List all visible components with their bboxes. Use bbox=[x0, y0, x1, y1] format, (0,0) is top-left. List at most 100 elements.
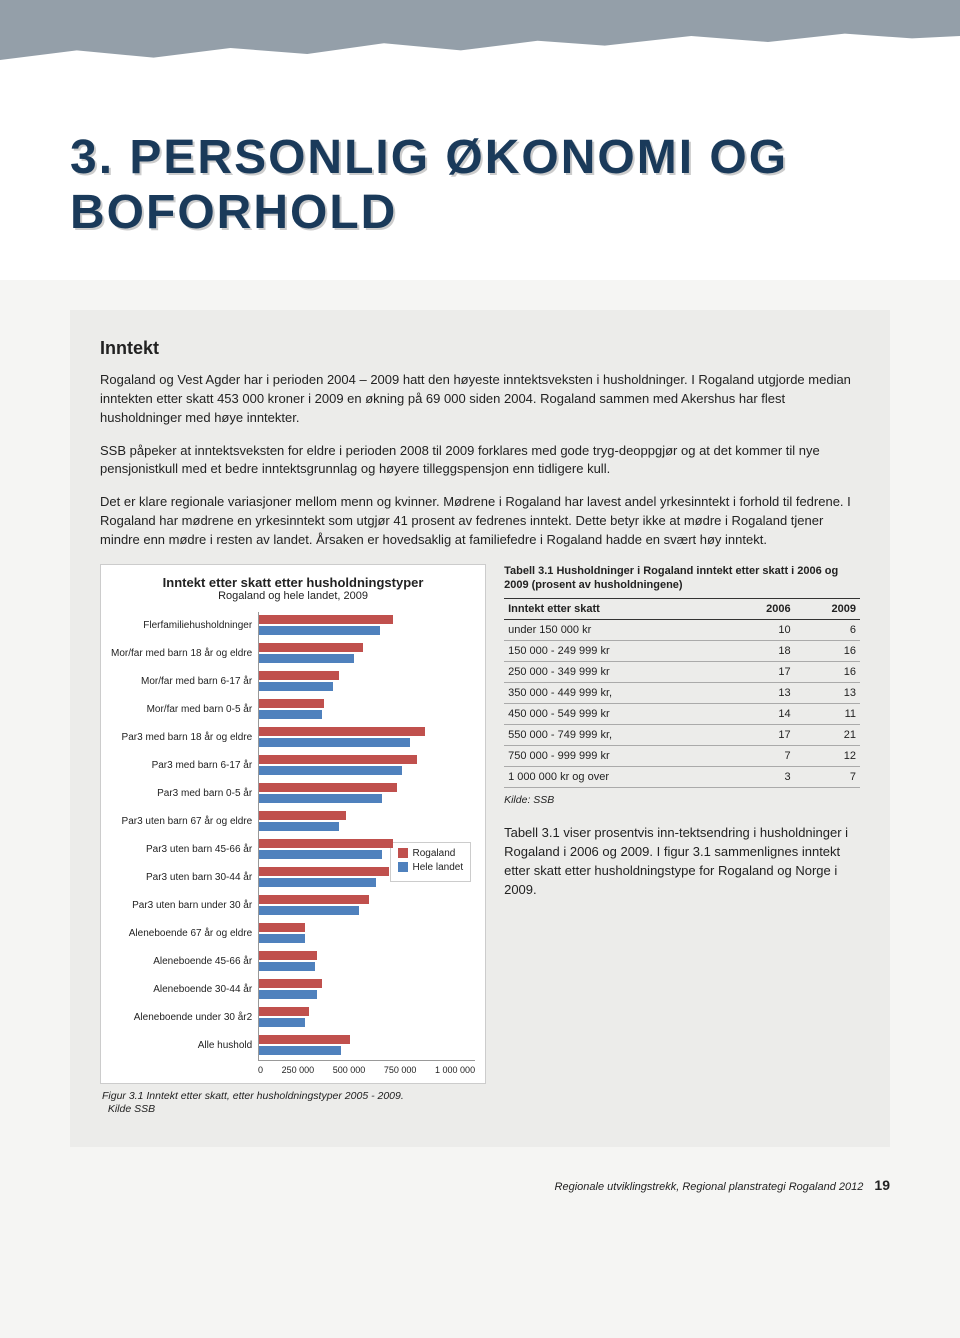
bar-hele-landet bbox=[259, 738, 410, 747]
paragraph-3: Det er klare regionale variasjoner mello… bbox=[100, 493, 860, 550]
bar-hele-landet bbox=[259, 766, 401, 775]
chart-bar-row bbox=[259, 752, 475, 780]
title-line-1: 3. PERSONLIG ØKONOMI OG bbox=[70, 131, 788, 184]
chart-bar-row bbox=[259, 724, 475, 752]
chart-category-label: Mor/far med barn 6-17 år bbox=[111, 668, 252, 696]
bar-hele-landet bbox=[259, 990, 317, 999]
table-cell: 10 bbox=[729, 620, 794, 641]
table-row: 250 000 - 349 999 kr1716 bbox=[504, 662, 860, 683]
chart-category-label: Aleneboende under 30 år2 bbox=[111, 1004, 252, 1032]
table-title: Tabell 3.1 Husholdninger i Rogaland innt… bbox=[504, 564, 860, 593]
table-cell: 16 bbox=[795, 662, 860, 683]
chart-category-label: Par3 uten barn 45-66 år bbox=[111, 836, 252, 864]
table-cell: 3 bbox=[729, 767, 794, 788]
chart-category-label: Par3 uten barn 30-44 år bbox=[111, 864, 252, 892]
footer-text: Regionale utviklingstrekk, Regional plan… bbox=[555, 1181, 864, 1193]
x-axis-tick: 250 000 bbox=[282, 1065, 315, 1075]
chart-bar-row bbox=[259, 808, 475, 836]
bar-hele-landet bbox=[259, 1046, 341, 1055]
table-cell: 11 bbox=[795, 704, 860, 725]
page-title: 3. PERSONLIG ØKONOMI OG BOFORHOLD bbox=[70, 130, 788, 240]
bar-rogaland bbox=[259, 615, 393, 624]
table-cell: 750 000 - 999 999 kr bbox=[504, 746, 729, 767]
bar-hele-landet bbox=[259, 654, 354, 663]
table-row: under 150 000 kr106 bbox=[504, 620, 860, 641]
chart-category-label: Par3 med barn 6-17 år bbox=[111, 752, 252, 780]
table-row: 1 000 000 kr og over37 bbox=[504, 767, 860, 788]
table-row: 750 000 - 999 999 kr712 bbox=[504, 746, 860, 767]
table-cell: 17 bbox=[729, 662, 794, 683]
table-cell: 7 bbox=[729, 746, 794, 767]
figure-caption-text: Figur 3.1 Inntekt etter skatt, etter hus… bbox=[102, 1090, 404, 1102]
bar-rogaland bbox=[259, 979, 322, 988]
bar-hele-landet bbox=[259, 850, 382, 859]
table-row: 450 000 - 549 999 kr1411 bbox=[504, 704, 860, 725]
table-cell: 21 bbox=[795, 725, 860, 746]
table-cell: under 150 000 kr bbox=[504, 620, 729, 641]
table-cell: 550 000 - 749 999 kr, bbox=[504, 725, 729, 746]
bar-hele-landet bbox=[259, 934, 304, 943]
chart-category-label: Par3 uten barn 67 år og eldre bbox=[111, 808, 252, 836]
table-cell: 13 bbox=[795, 683, 860, 704]
bar-hele-landet bbox=[259, 710, 322, 719]
table-source: Kilde: SSB bbox=[504, 794, 860, 806]
chart-bar-row bbox=[259, 836, 475, 864]
table-col-1: 2006 bbox=[729, 599, 794, 620]
bar-hele-landet bbox=[259, 906, 358, 915]
table-col-2: 2009 bbox=[795, 599, 860, 620]
title-line-2: BOFORHOLD bbox=[70, 186, 397, 239]
page-number: 19 bbox=[874, 1177, 890, 1193]
chart-category-label: Par3 uten barn under 30 år bbox=[111, 892, 252, 920]
table-cell: 16 bbox=[795, 641, 860, 662]
x-axis-tick: 1 000 000 bbox=[435, 1065, 475, 1075]
bar-rogaland bbox=[259, 1007, 309, 1016]
chart-bar-row bbox=[259, 696, 475, 724]
bar-hele-landet bbox=[259, 682, 332, 691]
chart-bar-row bbox=[259, 1004, 475, 1032]
table-cell: 18 bbox=[729, 641, 794, 662]
table-cell: 17 bbox=[729, 725, 794, 746]
bar-rogaland bbox=[259, 783, 397, 792]
chart-bar-row bbox=[259, 640, 475, 668]
right-column: Tabell 3.1 Husholdninger i Rogaland innt… bbox=[504, 564, 860, 1084]
bar-hele-landet bbox=[259, 626, 380, 635]
table-cell: 250 000 - 349 999 kr bbox=[504, 662, 729, 683]
table-cell: 13 bbox=[729, 683, 794, 704]
bar-hele-landet bbox=[259, 794, 382, 803]
header-band: 3. PERSONLIG ØKONOMI OG BOFORHOLD bbox=[0, 0, 960, 280]
paragraph-2: SSB påpeker at inntektsveksten for eldre… bbox=[100, 442, 860, 480]
chart-body: FlerfamiliehusholdningerMor/far med barn… bbox=[111, 612, 475, 1060]
table-cell: 350 000 - 449 999 kr, bbox=[504, 683, 729, 704]
chart-category-label: Mor/far med barn 18 år og eldre bbox=[111, 640, 252, 668]
figure-caption-source: Kilde SSB bbox=[108, 1103, 155, 1115]
chart-bar-row bbox=[259, 864, 475, 892]
bar-rogaland bbox=[259, 839, 393, 848]
chart-title: Inntekt etter skatt etter husholdningsty… bbox=[111, 575, 475, 590]
page-footer: Regionale utviklingstrekk, Regional plan… bbox=[0, 1177, 890, 1193]
table-col-0: Inntekt etter skatt bbox=[504, 599, 729, 620]
bar-rogaland bbox=[259, 671, 339, 680]
bar-rogaland bbox=[259, 1035, 350, 1044]
bar-rogaland bbox=[259, 699, 324, 708]
chart-bar-row bbox=[259, 976, 475, 1004]
table-row: 550 000 - 749 999 kr,1721 bbox=[504, 725, 860, 746]
section-heading: Inntekt bbox=[100, 338, 860, 359]
bar-rogaland bbox=[259, 643, 363, 652]
chart-category-label: Par3 med barn 18 år og eldre bbox=[111, 724, 252, 752]
paragraph-1: Rogaland og Vest Agder har i perioden 20… bbox=[100, 371, 860, 428]
chart-category-label: Aleneboende 67 år og eldre bbox=[111, 920, 252, 948]
chart-bar-row bbox=[259, 892, 475, 920]
table-cell: 6 bbox=[795, 620, 860, 641]
chart-bar-row bbox=[259, 780, 475, 808]
chart-x-axis: 0250 000500 000750 0001 000 000 bbox=[258, 1060, 475, 1075]
chart-bar-row bbox=[259, 948, 475, 976]
chart-category-label: Mor/far med barn 0-5 år bbox=[111, 696, 252, 724]
bar-hele-landet bbox=[259, 1018, 304, 1027]
chart-bar-row bbox=[259, 920, 475, 948]
chart-category-label: Flerfamiliehusholdninger bbox=[111, 612, 252, 640]
chart-category-label: Aleneboende 45-66 år bbox=[111, 948, 252, 976]
table-row: 350 000 - 449 999 kr,1313 bbox=[504, 683, 860, 704]
x-axis-tick: 0 bbox=[258, 1065, 263, 1075]
chart-category-label: Aleneboende 30-44 år bbox=[111, 976, 252, 1004]
x-axis-tick: 750 000 bbox=[384, 1065, 417, 1075]
